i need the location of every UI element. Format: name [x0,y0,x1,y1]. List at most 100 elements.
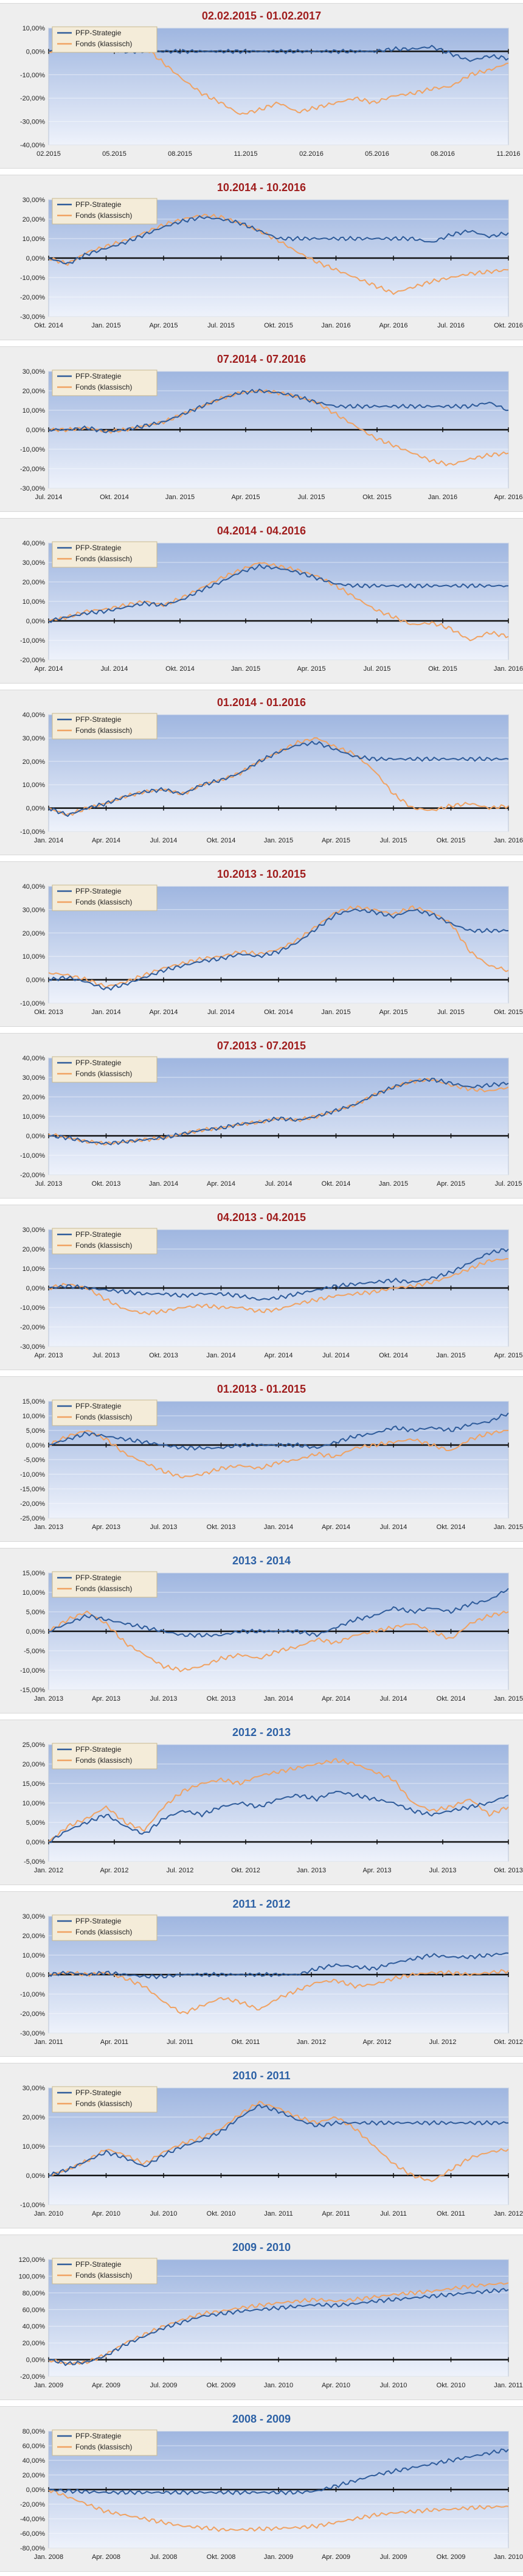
y-tick-label: 30,00% [23,2085,46,2092]
y-tick-label: 30,00% [23,1913,46,1920]
legend-box [52,1056,158,1083]
chart-title: 2013 - 2014 [232,1555,291,1567]
y-tick-label: 30,00% [23,906,46,914]
x-tick-label: Apr. 2014 [322,1524,350,1531]
y-tick-label: -20,00% [20,1324,45,1331]
x-tick-label: Jan. 2015 [165,494,195,501]
chart-svg: 2009 - 2010 120,00% 100,00% 80,00% 60,00% 40,… [19,2241,523,2389]
series-line-strategy [48,1952,509,1979]
x-tick-label: 11.2015 [234,150,258,158]
chart-svg: 01.2014 - 01.2016 40,00% 30,00% 20,00% 10,00… [20,696,523,844]
chart-svg: 2008 - 2009 80,00% 60,00% 40,00% 20,00% 0,00%… [20,2413,523,2561]
legend-label: PFP-Strategie [75,715,122,724]
y-tick-label: -20,00% [20,1500,45,1508]
x-tick-label: Apr. 2009 [322,2553,350,2561]
legend: PFP-Strategie Fonds (klassisch) [52,2429,158,2456]
y-tick-label: -40,00% [20,2516,45,2523]
x-tick-label: Apr. 2014 [149,1009,178,1016]
series-line-strategy [48,1412,509,1451]
legend-label: Fonds (klassisch) [75,1756,132,1765]
x-tick-label: Jan. 2011 [494,2382,523,2389]
x-tick-label: Jan. 2014 [206,1352,235,1359]
chart-panel: 01.2014 - 01.2016 40,00% 30,00% 20,00% 10,00… [0,690,523,855]
y-tick-label: 10,00% [23,953,46,961]
x-tick-label: Okt. 2014 [207,837,236,844]
x-tick-label: Apr. 2015 [231,494,260,501]
legend-box [52,26,158,53]
series-line-fonds [48,1430,509,1479]
y-tick-label: -10,00% [20,2202,45,2209]
series-line-fonds [48,389,509,466]
x-tick-label: Okt. 2008 [207,2553,236,2561]
x-tick-label: Apr. 2015 [322,837,350,844]
x-tick-label: Okt. 2014 [100,494,129,501]
x-tick-label: 11.2016 [497,150,521,158]
x-tick-label: Jul. 2015 [298,494,325,501]
chart-svg: 04.2013 - 04.2015 30,00% 20,00% 10,00% 0,00%… [20,1211,523,1359]
legend: PFP-Strategie Fonds (klassisch) [52,1228,158,1255]
x-tick-label: Apr. 2012 [100,1867,128,1874]
x-tick-label: Okt. 2010 [207,2210,236,2217]
legend-box [52,2258,158,2284]
x-tick-label: Apr. 2014 [264,1352,293,1359]
x-tick-label: Jan. 2015 [436,1352,465,1359]
x-tick-label: Jul. 2014 [380,1524,407,1531]
x-tick-label: Jul. 2014 [322,1352,350,1359]
y-tick-label: -30,00% [20,1343,45,1351]
y-tick-label: -80,00% [20,2545,45,2552]
y-tick-label: 30,00% [23,735,46,742]
x-tick-label: Okt. 2015 [437,837,466,844]
chart-svg: 2010 - 2011 30,00% 20,00% 10,00% 0,00% -10,00… [20,2070,523,2217]
x-tick-label: Jan. 2016 [494,837,523,844]
chart-panel: 2011 - 2012 30,00% 20,00% 10,00% 0,00% -10,00… [0,1891,523,2057]
y-tick-label: 0,00% [26,805,45,813]
y-tick-label: 30,00% [23,368,46,376]
y-tick-label: 0,00% [26,1839,45,1846]
x-tick-label: Jan. 2011 [34,2039,63,2046]
x-tick-label: Okt. 2015 [362,494,392,501]
chart-svg: 07.2013 - 07.2015 40,00% 30,00% 20,00% 10,00… [20,1040,522,1188]
series-line-fonds [48,1258,509,1315]
x-tick-label: Jul. 2013 [150,1524,178,1531]
series-line-strategy [48,908,508,991]
x-tick-label: Jan. 2010 [494,2553,523,2561]
chart-title: 2011 - 2012 [232,1898,290,1910]
y-tick-label: -30,00% [20,2030,45,2037]
y-tick-label: 10,00% [23,782,46,789]
y-tick-label: 30,00% [23,1074,46,1082]
chart-svg: 07.2014 - 07.2016 30,00% 20,00% 10,00% 0,00%… [20,353,523,501]
legend-label: PFP-Strategie [75,1402,122,1410]
x-tick-label: Jan. 2012 [494,2210,523,2217]
x-tick-label: Okt. 2013 [92,1180,121,1188]
x-tick-label: Jul. 2013 [92,1352,120,1359]
x-tick-label: 02.2015 [36,150,61,158]
y-tick-label: 60,00% [23,2443,46,2450]
chart-panel: 2013 - 2014 15,00% 10,00% 5,00% 0,00% -5,00% -… [0,1548,523,1713]
legend: PFP-Strategie Fonds (klassisch) [52,1743,158,1769]
x-tick-label: Jul. 2013 [35,1180,63,1188]
x-tick-label: Jul. 2013 [429,1867,457,1874]
chart-title: 2010 - 2011 [232,2070,290,2082]
y-tick-label: 40,00% [23,2323,46,2331]
legend-label: PFP-Strategie [75,372,122,380]
chart-title: 10.2014 - 10.2016 [217,181,306,194]
y-tick-label: 10,00% [23,1589,46,1597]
x-tick-label: Jan. 2009 [264,2553,293,2561]
legend-box [52,1743,158,1769]
chart-svg: 10.2014 - 10.2016 30,00% 20,00% 10,00% 0,00%… [20,181,523,329]
y-tick-label: 10,00% [23,25,46,32]
y-tick-label: -15,00% [20,1486,45,1493]
y-tick-label: 10,00% [23,236,46,243]
legend-box [52,1914,158,1941]
legend: PFP-Strategie Fonds (klassisch) [52,1571,158,1598]
x-tick-label: Apr. 2014 [92,837,120,844]
y-tick-label: 20,00% [23,388,46,395]
x-tick-label: Apr. 2011 [322,2210,350,2217]
x-tick-label: Okt. 2016 [494,322,523,329]
chart-panel: 2008 - 2009 80,00% 60,00% 40,00% 20,00% 0,00%… [0,2406,523,2572]
y-tick-label: -10,00% [20,275,45,282]
series-line-strategy [48,2448,509,2496]
y-tick-label: -20,00% [20,2373,45,2381]
y-tick-label: 30,00% [23,559,46,567]
x-tick-label: Okt. 2014 [437,1695,466,1703]
